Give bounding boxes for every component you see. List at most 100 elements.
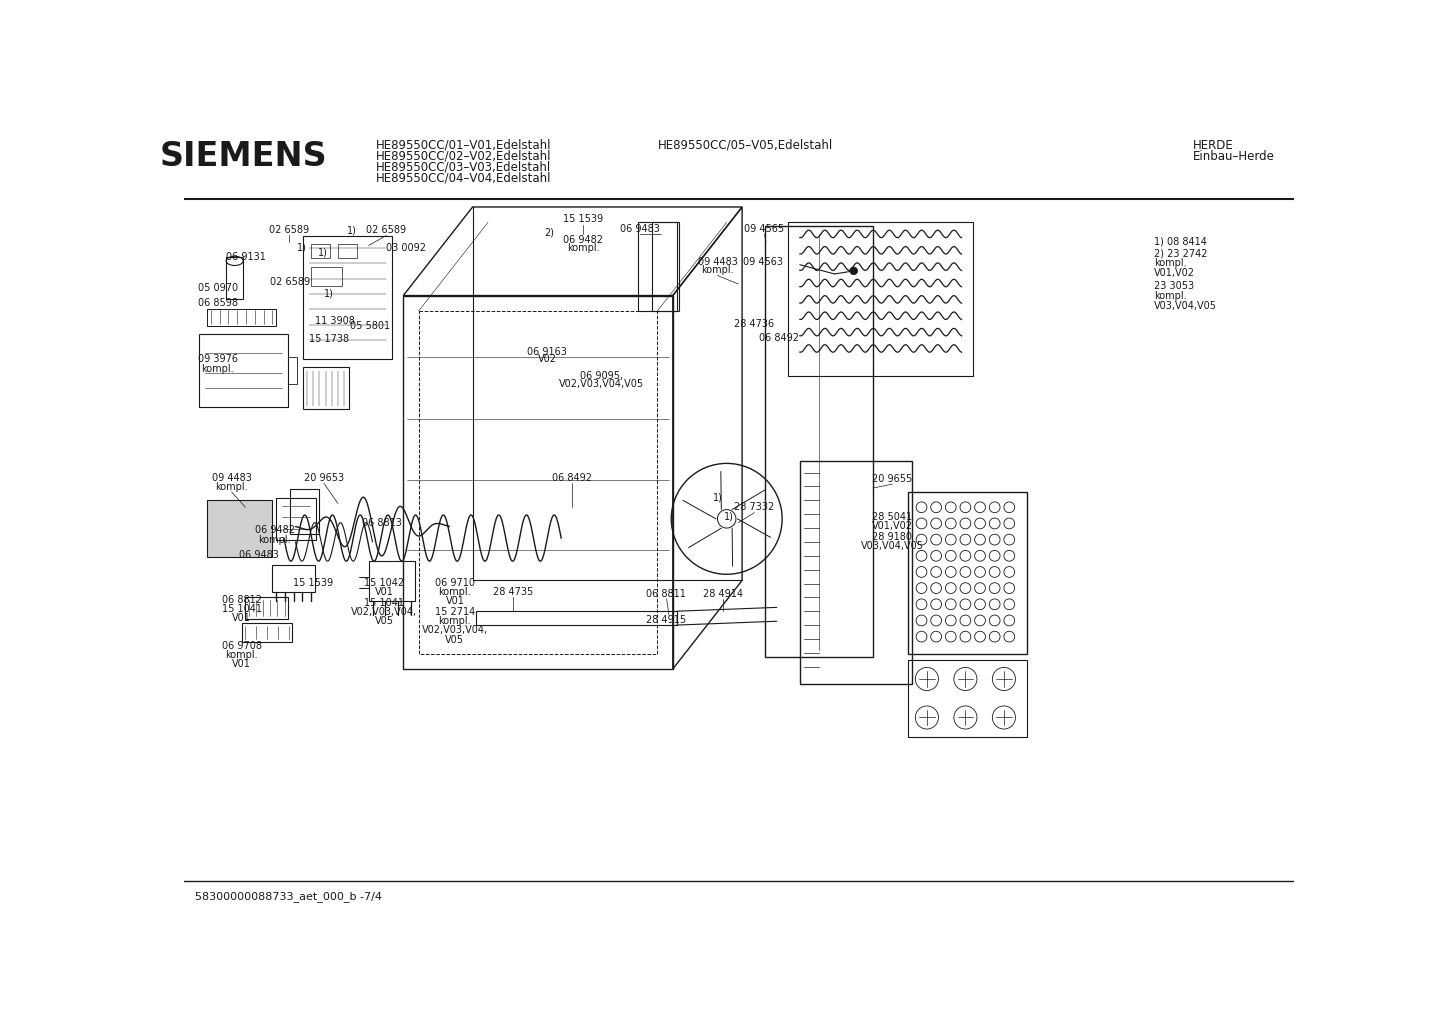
Text: 06 8813: 06 8813 [362,518,402,528]
Text: 09 4565: 09 4565 [744,223,784,233]
Text: V01: V01 [446,596,464,606]
Text: Einbau–Herde: Einbau–Herde [1193,150,1275,163]
Text: 06 9131: 06 9131 [225,252,265,262]
Bar [226,257,244,300]
Text: 03 0092: 03 0092 [386,243,427,253]
Text: 06 8811: 06 8811 [646,589,686,598]
Text: 28 9180: 28 9180 [872,532,913,541]
Text: 09 4483: 09 4483 [698,258,737,267]
Bar [476,611,676,625]
Text: 1): 1) [724,512,734,522]
Text: 1): 1) [323,289,333,299]
Text: kompl.: kompl. [215,482,248,492]
Text: 06 9482: 06 9482 [564,235,604,246]
Bar [766,226,872,657]
Text: V01,V02: V01,V02 [1154,268,1195,278]
Text: 2) 23 2742: 2) 23 2742 [1154,249,1207,258]
Text: 28 4914: 28 4914 [702,589,743,598]
Text: 15 1539: 15 1539 [293,578,333,588]
Bar [208,309,277,325]
Bar [199,334,288,408]
Text: V05: V05 [375,616,394,627]
Text: kompl.: kompl. [202,364,234,374]
Text: 15 1041: 15 1041 [222,604,261,613]
Bar [208,499,273,557]
Text: SIEMENS: SIEMENS [160,141,327,173]
Text: V01: V01 [232,659,251,669]
Bar [303,236,392,360]
Text: 1): 1) [346,225,356,235]
Text: 15 2714: 15 2714 [435,607,474,616]
Text: 15 1738: 15 1738 [309,334,349,344]
Text: V01: V01 [232,613,251,624]
Bar [369,561,415,601]
Text: 28 5041: 28 5041 [872,512,913,522]
Text: V05: V05 [446,635,464,645]
Text: 05 0970: 05 0970 [198,283,238,292]
Text: 06 9482: 06 9482 [255,526,294,535]
Text: HE89550CC/01–V01,Edelstahl: HE89550CC/01–V01,Edelstahl [376,139,552,152]
Text: 02 6589: 02 6589 [270,277,310,287]
Text: V01,V02: V01,V02 [872,521,913,531]
Bar [789,222,973,376]
Text: 02 6589: 02 6589 [268,225,309,235]
Text: 1): 1) [317,248,327,258]
Text: 15 1042: 15 1042 [363,578,404,588]
Bar [277,498,316,540]
Text: 28 4915: 28 4915 [646,614,686,625]
Text: 06 8492: 06 8492 [552,473,591,483]
Text: 02 6589: 02 6589 [366,225,407,235]
Text: 06 9095,: 06 9095, [580,371,623,381]
Text: kompl.: kompl. [258,535,291,544]
Text: HERDE: HERDE [1193,139,1233,152]
Text: kompl.: kompl. [1154,290,1187,301]
Text: 09 4483: 09 4483 [212,473,251,483]
Text: kompl.: kompl. [225,650,258,660]
Circle shape [849,267,858,275]
Bar [242,623,291,642]
Text: HE89550CC/03–V03,Edelstahl: HE89550CC/03–V03,Edelstahl [376,160,552,173]
Text: 06 9708: 06 9708 [222,641,261,651]
Bar [290,489,319,534]
Text: V02,V03,V04,V05: V02,V03,V04,V05 [559,379,645,389]
Text: 58300000088733_aet_000_b -7/4: 58300000088733_aet_000_b -7/4 [196,891,382,902]
Text: HE89550CC/05–V05,Edelstahl: HE89550CC/05–V05,Edelstahl [658,139,832,152]
Text: 06 9483: 06 9483 [620,223,659,233]
Bar [337,244,358,258]
Bar [245,597,288,619]
Bar [288,357,297,384]
Text: V02,V03,V04,: V02,V03,V04, [423,626,487,636]
Bar [907,659,1027,737]
Text: 28 4736: 28 4736 [734,319,774,329]
Bar [907,492,1027,653]
Text: 23 3053: 23 3053 [1154,280,1194,290]
Text: 28 4735: 28 4735 [493,587,532,597]
Text: HE89550CC/04–V04,Edelstahl: HE89550CC/04–V04,Edelstahl [376,171,552,184]
Bar [303,367,349,410]
Text: 1) 08 8414: 1) 08 8414 [1154,236,1207,247]
Text: 06 8492: 06 8492 [758,333,799,342]
Text: V02,V03,V04,: V02,V03,V04, [350,607,417,616]
Text: HE89550CC/02–V02,Edelstahl: HE89550CC/02–V02,Edelstahl [376,150,552,163]
Text: 06 8598: 06 8598 [198,299,238,308]
Text: V02: V02 [538,355,557,365]
Text: 06 9710: 06 9710 [435,578,474,588]
Bar [652,222,679,311]
Text: V03,V04,V05: V03,V04,V05 [861,541,924,551]
Text: 06 9483: 06 9483 [238,550,278,560]
Text: kompl.: kompl. [438,616,472,627]
Text: 05 5801: 05 5801 [350,321,391,330]
Text: 28 7332: 28 7332 [734,502,774,513]
Text: 11 3908: 11 3908 [314,316,355,326]
Text: 1): 1) [297,243,307,252]
Text: 2): 2) [544,227,554,237]
Bar [311,267,342,286]
Bar [311,244,330,258]
Text: kompl.: kompl. [701,265,734,275]
Text: kompl.: kompl. [1154,258,1187,268]
Bar [800,461,911,685]
Bar [639,222,676,311]
Text: 15 1041: 15 1041 [363,598,404,607]
Text: 06 9163: 06 9163 [528,346,567,357]
Text: 15 1539: 15 1539 [564,214,604,224]
